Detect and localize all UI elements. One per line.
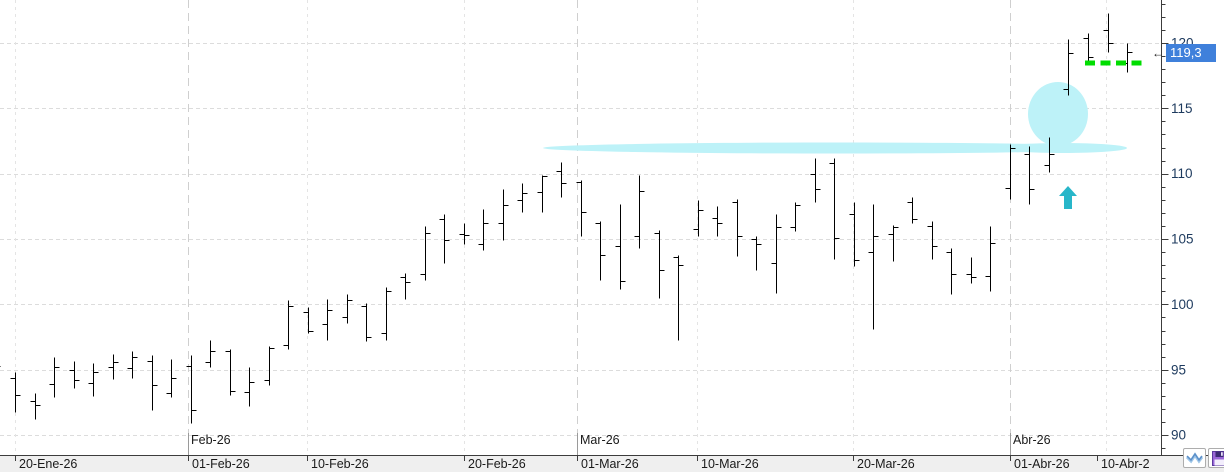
x-axis-label: 10-Feb-26 <box>311 457 369 471</box>
x-axis-label: 01-Feb-26 <box>192 457 250 471</box>
resistance-zone-highlight <box>543 142 1127 154</box>
zigzag-icon <box>1186 451 1203 464</box>
up-arrow-stem <box>1064 196 1072 209</box>
price-pointer-arrow: ← <box>1152 46 1164 60</box>
x-axis-label: 20-Mar-26 <box>857 457 915 471</box>
last-price-tag: ← 119,3 <box>1152 44 1216 62</box>
y-axis-label: 100 <box>1171 297 1194 312</box>
y-axis-label: 95 <box>1171 362 1186 377</box>
y-axis-label: 115 <box>1171 101 1193 116</box>
last-price-value: 119,3 <box>1170 45 1202 60</box>
x-axis-label: 01-Mar-26 <box>581 457 639 471</box>
y-axis-label: 105 <box>1171 232 1194 247</box>
month-label: Feb-26 <box>191 433 231 447</box>
x-axis-label: 10-Abr-2 <box>1101 457 1150 471</box>
month-label: Abr-26 <box>1013 433 1051 447</box>
save-button[interactable] <box>1208 448 1224 468</box>
x-axis-strip <box>0 456 1224 472</box>
resistance-zone-highlight <box>1028 82 1088 146</box>
x-axis-label: 01-Abr-26 <box>1014 457 1070 471</box>
y-axis-label: 110 <box>1171 166 1193 181</box>
month-label: Mar-26 <box>580 433 620 447</box>
y-axis-label: 90 <box>1171 428 1186 443</box>
x-axis-label: 10-Mar-26 <box>701 457 759 471</box>
save-icon <box>1211 450 1224 466</box>
x-axis-label: 20-Feb-26 <box>468 457 526 471</box>
resistance-zone-highlight <box>999 143 1127 153</box>
up-arrow-annotation <box>1059 186 1077 196</box>
x-axis-label: 20-Ene-26 <box>19 457 77 471</box>
y-axis-background <box>1162 0 1224 455</box>
chart-type-button[interactable] <box>1183 448 1206 468</box>
